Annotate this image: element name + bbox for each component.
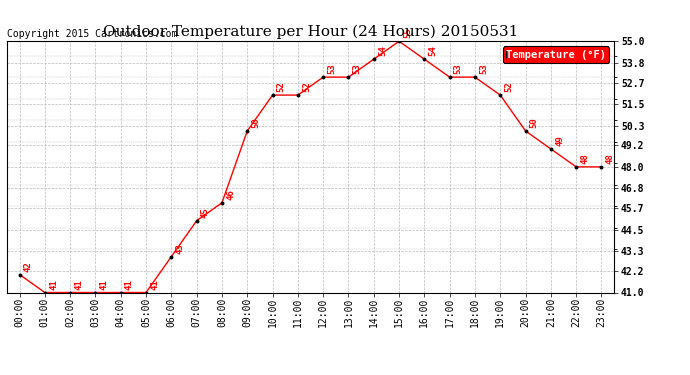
Point bbox=[393, 38, 404, 44]
Point bbox=[444, 74, 455, 80]
Point bbox=[596, 164, 607, 170]
Text: 46: 46 bbox=[226, 189, 235, 200]
Text: 43: 43 bbox=[175, 243, 184, 254]
Text: 52: 52 bbox=[504, 81, 513, 92]
Point bbox=[267, 92, 278, 98]
Point bbox=[65, 290, 76, 296]
Point bbox=[293, 92, 304, 98]
Legend: Temperature (°F): Temperature (°F) bbox=[502, 46, 609, 63]
Text: 41: 41 bbox=[49, 279, 58, 290]
Text: 45: 45 bbox=[201, 207, 210, 218]
Text: 41: 41 bbox=[75, 279, 83, 290]
Text: 50: 50 bbox=[251, 117, 260, 128]
Point bbox=[90, 290, 101, 296]
Text: 41: 41 bbox=[150, 279, 159, 290]
Point bbox=[217, 200, 228, 206]
Text: 53: 53 bbox=[454, 64, 463, 74]
Text: 54: 54 bbox=[428, 46, 437, 56]
Text: 50: 50 bbox=[530, 117, 539, 128]
Text: 53: 53 bbox=[479, 64, 488, 74]
Title: Outdoor Temperature per Hour (24 Hours) 20150531: Outdoor Temperature per Hour (24 Hours) … bbox=[103, 24, 518, 39]
Point bbox=[14, 272, 25, 278]
Text: 52: 52 bbox=[302, 81, 311, 92]
Text: 53: 53 bbox=[327, 64, 336, 74]
Text: 49: 49 bbox=[555, 135, 564, 146]
Point bbox=[141, 290, 152, 296]
Point bbox=[115, 290, 126, 296]
Point bbox=[520, 128, 531, 134]
Point bbox=[545, 146, 556, 152]
Text: 41: 41 bbox=[99, 279, 108, 290]
Text: 55: 55 bbox=[403, 28, 412, 39]
Text: 41: 41 bbox=[125, 279, 134, 290]
Point bbox=[166, 254, 177, 260]
Text: 42: 42 bbox=[23, 261, 32, 272]
Text: 52: 52 bbox=[277, 81, 286, 92]
Point bbox=[571, 164, 582, 170]
Point bbox=[368, 56, 380, 62]
Point bbox=[241, 128, 253, 134]
Text: Copyright 2015 Cartronics.com: Copyright 2015 Cartronics.com bbox=[7, 29, 177, 39]
Text: 48: 48 bbox=[580, 153, 589, 164]
Point bbox=[39, 290, 50, 296]
Text: 54: 54 bbox=[378, 46, 387, 56]
Text: 53: 53 bbox=[353, 64, 362, 74]
Point bbox=[317, 74, 328, 80]
Text: 48: 48 bbox=[606, 153, 615, 164]
Point bbox=[419, 56, 430, 62]
Point bbox=[469, 74, 480, 80]
Point bbox=[191, 218, 202, 224]
Point bbox=[495, 92, 506, 98]
Point bbox=[343, 74, 354, 80]
